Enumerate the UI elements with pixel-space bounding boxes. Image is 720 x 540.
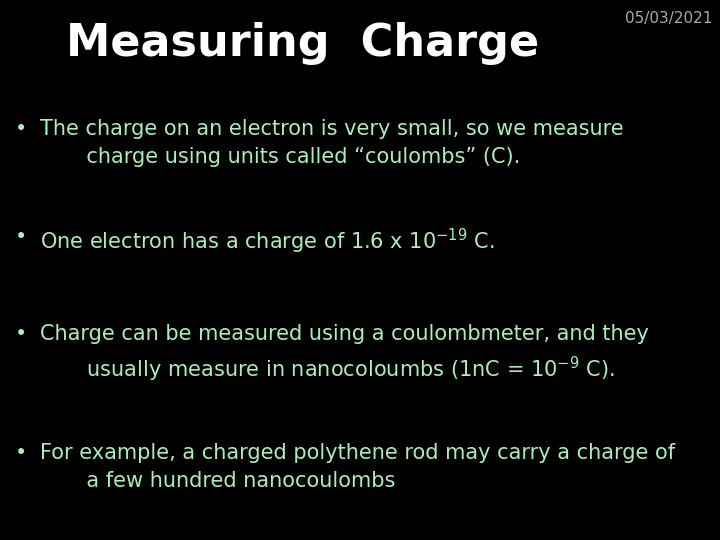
Text: The charge on an electron is very small, so we measure
       charge using units: The charge on an electron is very small,… [40,119,624,167]
Text: One electron has a charge of 1.6 x 10$^{-19}$ C.: One electron has a charge of 1.6 x 10$^{… [40,227,494,256]
Text: Measuring  Charge: Measuring Charge [66,22,539,65]
Text: •: • [14,324,27,344]
Text: •: • [14,443,27,463]
Text: •: • [14,119,27,139]
Text: •: • [14,227,27,247]
Text: 05/03/2021: 05/03/2021 [626,11,713,26]
Text: For example, a charged polythene rod may carry a charge of
       a few hundred : For example, a charged polythene rod may… [40,443,675,491]
Text: Charge can be measured using a coulombmeter, and they
       usually measure in : Charge can be measured using a coulombme… [40,324,649,384]
